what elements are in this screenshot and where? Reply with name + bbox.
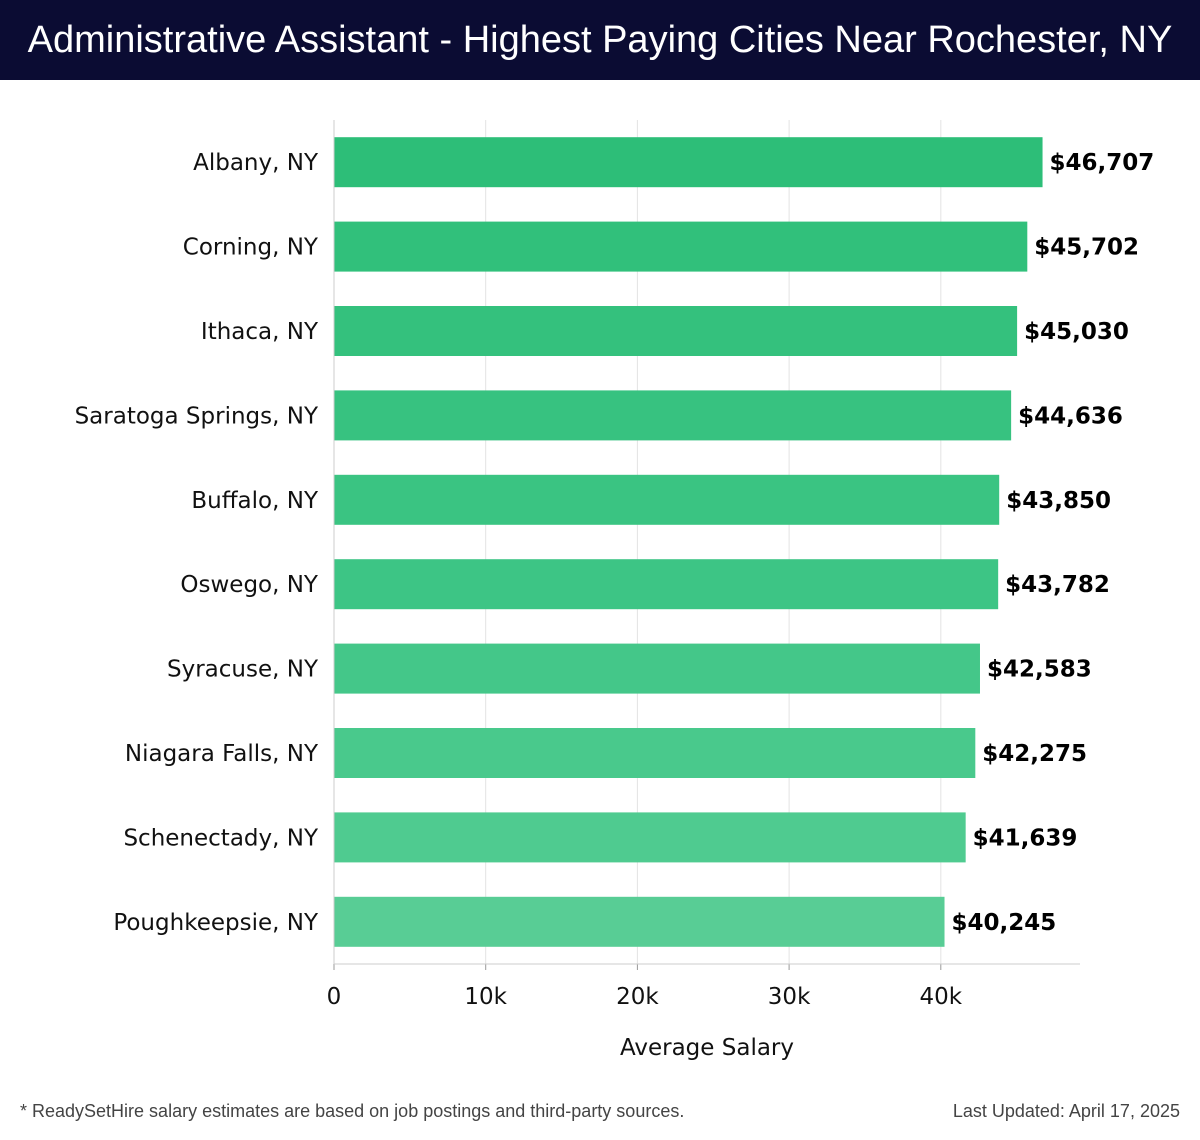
x-axis-label: Average Salary bbox=[620, 1035, 794, 1061]
category-label: Ithaca, NY bbox=[201, 319, 319, 345]
x-axis: 0 10k 20k 30k 40k bbox=[327, 120, 1080, 1010]
bar bbox=[334, 306, 1018, 356]
bar bbox=[334, 474, 1000, 525]
bar bbox=[334, 559, 999, 610]
x-tick-label: 20k bbox=[616, 984, 659, 1010]
chart-header: Administrative Assistant - Highest Payin… bbox=[0, 0, 1200, 80]
category-label: Oswego, NY bbox=[180, 572, 319, 598]
bar bbox=[334, 221, 1028, 272]
category-label: Albany, NY bbox=[193, 150, 319, 176]
category-label: Schenectady, NY bbox=[123, 825, 318, 851]
value-label: $46,707 bbox=[1050, 150, 1155, 176]
value-label: $40,245 bbox=[952, 910, 1057, 936]
value-label: $44,636 bbox=[1018, 403, 1123, 429]
footer-note: * ReadySetHire salary estimates are base… bbox=[20, 1101, 685, 1121]
bar bbox=[334, 728, 976, 778]
bar bbox=[334, 137, 1043, 188]
value-label: $42,583 bbox=[987, 657, 1092, 683]
value-label: $41,639 bbox=[973, 825, 1078, 851]
x-tick-label: 40k bbox=[920, 984, 963, 1010]
value-label: $42,275 bbox=[982, 741, 1087, 767]
chart-title: Administrative Assistant - Highest Payin… bbox=[27, 18, 1173, 61]
footer-updated: Last Updated: April 17, 2025 bbox=[952, 1101, 1180, 1121]
bar bbox=[334, 812, 966, 863]
x-tick-label: 30k bbox=[768, 984, 811, 1010]
category-label: Corning, NY bbox=[183, 235, 319, 261]
value-label: $43,782 bbox=[1005, 572, 1110, 598]
x-tick-label: 10k bbox=[464, 984, 507, 1010]
category-label: Saratoga Springs, NY bbox=[75, 403, 319, 429]
bar bbox=[334, 390, 1012, 441]
value-label: $45,030 bbox=[1024, 319, 1129, 345]
bars: Albany, NY $46,707 Corning, NY $45,702 Ithac… bbox=[75, 137, 1155, 947]
bar-chart: Albany, NY $46,707 Corning, NY $45,702 Ithac… bbox=[75, 120, 1155, 1061]
category-label: Buffalo, NY bbox=[191, 488, 319, 514]
category-label: Poughkeepsie, NY bbox=[113, 910, 319, 936]
value-label: $45,702 bbox=[1034, 235, 1139, 261]
category-label: Niagara Falls, NY bbox=[125, 741, 319, 767]
category-label: Syracuse, NY bbox=[167, 657, 319, 683]
bar bbox=[334, 643, 980, 694]
value-label: $43,850 bbox=[1006, 488, 1111, 514]
bar bbox=[334, 896, 945, 947]
x-tick-label: 0 bbox=[327, 984, 342, 1010]
